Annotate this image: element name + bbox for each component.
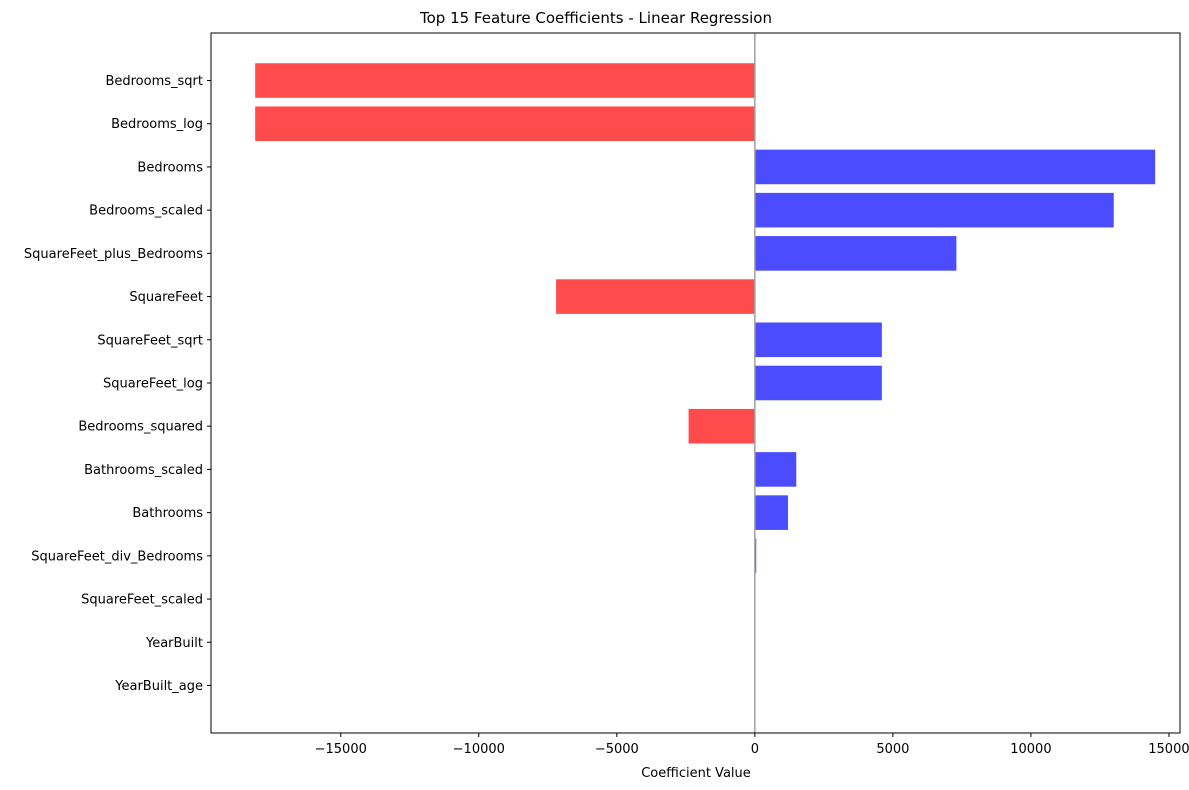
bar [754,452,797,487]
bar [255,106,755,142]
y-tick-label: Bathrooms [132,506,203,521]
bar [754,236,957,271]
y-tick-label: SquareFeet_plus_Bedrooms [24,247,203,262]
y-tick-label: Bedrooms [137,160,203,175]
y-tick-label: SquareFeet_div_Bedrooms [31,549,203,564]
y-tick-label: SquareFeet_sqrt [97,333,203,348]
x-tick-label: 10000 [1010,742,1051,757]
bar [255,63,755,98]
bar [688,408,755,444]
y-tick-label: Bedrooms_log [111,117,203,132]
x-tick-label: −5000 [595,742,639,757]
plot-area: Bedrooms_sqrt Bedrooms_log Bedrooms Bedroom… [24,32,1189,757]
y-tick-label: SquareFeet [129,290,203,305]
x-axis-label: Coefficient Value [641,766,751,781]
x-tick-label: 5000 [876,742,909,757]
bar [556,279,755,314]
bar [754,192,1114,228]
x-tick-label: −10000 [453,742,505,757]
y-tick-label: SquareFeet_log [103,377,203,392]
chart-title: Top 15 Feature Coefficients - Linear Reg… [419,9,772,27]
y-tick-label: YearBuilt_age [114,679,203,694]
bar [754,365,882,401]
bar [754,495,788,530]
x-tick-label: 0 [751,742,759,757]
y-tick-label: Bedrooms_sqrt [105,74,203,89]
y-tick-label: SquareFeet_scaled [81,593,203,608]
y-tick-label: Bedrooms_scaled [89,204,203,219]
bar [754,322,882,358]
x-tick-label: 15000 [1148,742,1189,757]
plot-frame [210,32,1181,734]
y-tick-label: Bathrooms_scaled [84,463,203,478]
bar [754,149,1156,185]
y-tick-label: YearBuilt [145,636,203,651]
x-tick-label: −15000 [315,742,367,757]
y-tick-label: Bedrooms_squared [78,420,203,435]
